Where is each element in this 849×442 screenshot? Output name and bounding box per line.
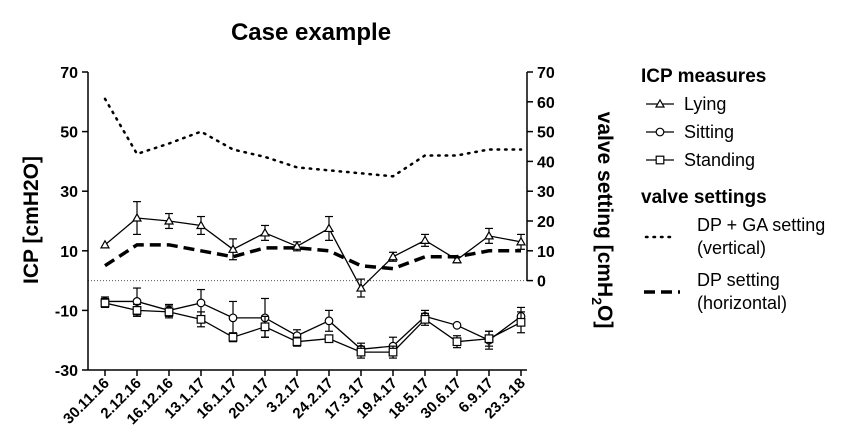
point-standing [324,334,334,344]
point-standing [228,332,238,342]
point-sitting [228,313,238,323]
y2-axis-label: valve setting [cmH2O] [589,112,616,329]
point-standing [420,314,430,324]
y-tick-label: -10 [55,303,78,320]
legend-label-lying: Lying [684,94,726,114]
y-axis-label: ICP [cmH2O] [20,156,43,284]
point-lying [195,220,207,230]
y2-axis-label-end: O] [593,305,616,328]
point-standing [164,307,174,317]
y2-tick-label: 70 [537,65,555,82]
y2-tick-label: 10 [537,244,555,261]
y-tick-label: -30 [55,363,78,380]
point-lying [163,215,175,225]
point-standing [516,317,526,327]
series-lying [99,201,527,298]
legend-label-dp: (horizontal) [697,293,787,313]
point-lying [99,239,111,249]
legend-label-dp: DP setting [697,270,780,290]
point-sitting [324,316,334,326]
point-lying [515,236,527,246]
legend-marker-sitting [655,127,665,137]
chart-title: Case example [231,19,391,46]
series-line-standing [104,302,522,353]
legend-label-dp_ga: (vertical) [697,238,766,258]
y2-tick-label: 0 [537,274,546,291]
point-lying [355,282,367,292]
y2-tick-label: 20 [537,214,555,231]
legend-marker-lying [654,98,666,108]
point-standing [132,306,142,315]
point-standing [292,337,302,347]
legend-heading-valve: valve settings [641,187,767,208]
y2-axis-label-subscript: 2 [589,297,605,305]
point-sitting [452,320,462,330]
point-standing [196,314,206,324]
legend: ICP measures valve settings Lying Sitting… [641,66,825,313]
data-marks [99,97,527,359]
point-lying [387,251,399,261]
y2-tick-label: 50 [537,125,555,142]
point-lying [259,227,271,237]
point-lying [419,235,431,244]
point-lying [323,223,335,233]
point-standing [100,298,110,308]
y-tick-label: 50 [60,125,78,142]
legend-label-sitting: Sitting [684,122,734,142]
y2-tick-label: 40 [537,154,555,171]
point-lying [227,244,239,253]
series-line-dp [104,243,521,271]
point-standing [484,334,494,344]
y-tick-label: 70 [60,65,78,82]
series-line-sitting [105,300,522,350]
y2-tick-label: 30 [537,184,555,201]
axes: -30-101030507001020304050607030.11.162.1… [55,65,555,428]
point-sitting [196,298,206,308]
x-tick-label: 30.11.16 [60,375,113,428]
point-lying [131,212,143,222]
point-standing [452,337,462,347]
point-standing [356,347,366,357]
series-line-dp_ga [103,97,523,178]
series-dp [104,243,521,271]
series-dp_ga [103,97,523,178]
point-standing [388,347,398,357]
legend-heading-icp: ICP measures [641,66,766,87]
point-lying [291,241,303,250]
legend-label-standing: Standing [684,150,755,170]
y-tick-label: 30 [60,184,78,201]
y-tick-label: 10 [60,244,78,261]
y2-axis-label-main: valve setting [cmH [593,112,616,298]
legend-label-dp_ga: DP + GA setting [697,215,825,235]
series-standing [100,297,526,359]
y2-tick-label: 60 [537,95,555,112]
point-lying [451,254,463,264]
point-standing [260,322,270,332]
point-lying [483,230,495,240]
legend-marker-standing [655,155,665,165]
